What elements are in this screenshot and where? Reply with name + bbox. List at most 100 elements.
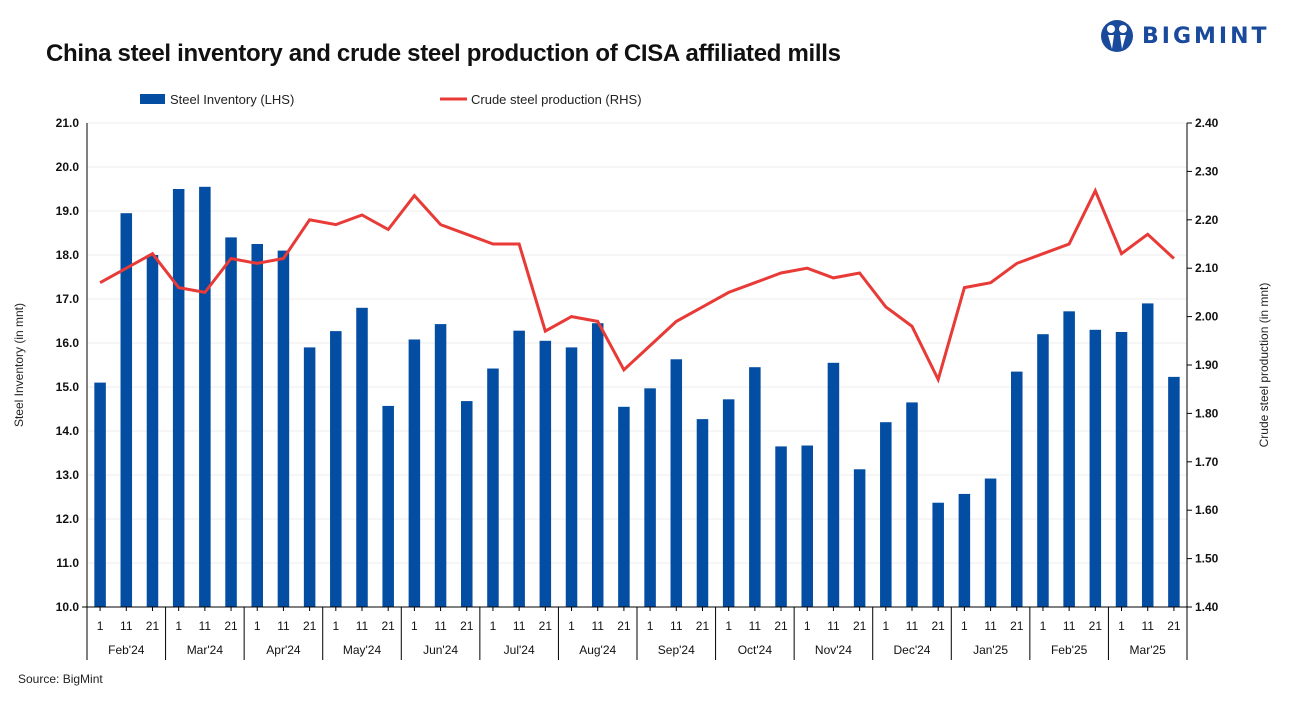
y-tick-label-left: 21.0 bbox=[56, 116, 80, 130]
bar bbox=[120, 213, 133, 607]
source-note: Source: BigMint bbox=[18, 672, 103, 686]
x-tick-label-day: 1 bbox=[961, 619, 968, 633]
y-tick-label-left: 16.0 bbox=[56, 336, 80, 350]
x-tick-label-day: 1 bbox=[1040, 619, 1047, 633]
x-tick-label-day: 11 bbox=[120, 619, 133, 633]
y-tick-label-right: 2.30 bbox=[1195, 164, 1219, 178]
x-tick-label-day: 11 bbox=[591, 619, 604, 633]
x-tick-label-day: 21 bbox=[539, 619, 553, 633]
x-tick-label-month: Jun'24 bbox=[423, 643, 458, 657]
brand-name: BIGMINT bbox=[1142, 23, 1270, 49]
bar bbox=[277, 250, 290, 607]
x-tick-label-day: 21 bbox=[224, 619, 238, 633]
x-tick-label-day: 21 bbox=[617, 619, 631, 633]
x-tick-label-day: 21 bbox=[382, 619, 396, 633]
x-tick-label-day: 21 bbox=[853, 619, 867, 633]
x-tick-label-day: 21 bbox=[774, 619, 788, 633]
x-tick-label-day: 11 bbox=[434, 619, 447, 633]
gridlines bbox=[87, 122, 1187, 564]
bar bbox=[408, 339, 421, 607]
x-tick-label-day: 1 bbox=[1118, 619, 1125, 633]
legend-label-bar: Steel Inventory (LHS) bbox=[170, 92, 294, 107]
bar bbox=[670, 359, 683, 607]
y-tick-label-right: 1.40 bbox=[1195, 600, 1219, 614]
x-tick-label-day: 21 bbox=[696, 619, 710, 633]
x-tick-label-month: May'24 bbox=[343, 643, 382, 657]
bar bbox=[618, 406, 630, 607]
bar bbox=[1063, 311, 1075, 607]
bar bbox=[146, 255, 159, 607]
legend: Steel Inventory (LHS) Crude steel produc… bbox=[140, 92, 642, 107]
x-tick-label-day: 11 bbox=[1141, 619, 1154, 633]
bar bbox=[356, 307, 368, 607]
y-tick-label-left: 15.0 bbox=[56, 380, 80, 394]
bar bbox=[644, 388, 656, 607]
bar bbox=[1011, 371, 1023, 607]
bar bbox=[225, 237, 237, 607]
bar bbox=[330, 331, 342, 607]
x-tick-label-day: 11 bbox=[199, 619, 212, 633]
bar bbox=[958, 493, 971, 607]
x-tick-label-month: Mar'24 bbox=[187, 643, 224, 657]
x-tick-label-month: Feb'25 bbox=[1051, 643, 1088, 657]
bar bbox=[565, 347, 578, 607]
x-tick-label-day: 1 bbox=[411, 619, 418, 633]
x-tick-label-day: 21 bbox=[1089, 619, 1103, 633]
bigmint-logo-icon bbox=[1101, 20, 1133, 52]
bar bbox=[932, 502, 944, 607]
bar bbox=[906, 402, 918, 607]
x-tick-label-day: 1 bbox=[882, 619, 889, 633]
x-tick-label-day: 1 bbox=[647, 619, 654, 633]
y-tick-label-left: 17.0 bbox=[56, 292, 80, 306]
y-tick-label-right: 2.00 bbox=[1195, 310, 1219, 324]
x-tick-label-day: 1 bbox=[725, 619, 732, 633]
x-tick-label-month: Nov'24 bbox=[815, 643, 852, 657]
x-tick-label-month: Mar'25 bbox=[1130, 643, 1167, 657]
x-tick-label-day: 11 bbox=[356, 619, 369, 633]
line-crude-steel-production bbox=[99, 187, 1175, 384]
y-tick-label-right: 2.20 bbox=[1195, 213, 1219, 227]
bar bbox=[1141, 303, 1154, 607]
x-tick-label-day: 11 bbox=[749, 619, 762, 633]
y-tick-label-right: 1.90 bbox=[1195, 358, 1219, 372]
bar bbox=[461, 401, 473, 607]
bar bbox=[722, 399, 735, 607]
bar bbox=[434, 324, 447, 607]
bar bbox=[94, 382, 106, 607]
bar bbox=[696, 419, 709, 607]
legend-swatch-bar bbox=[140, 94, 165, 104]
bar bbox=[1115, 332, 1128, 607]
x-tick-label-day: 21 bbox=[932, 619, 946, 633]
bar bbox=[749, 367, 761, 607]
x-tick-label-day: 1 bbox=[97, 619, 104, 633]
x-tick-label-day: 21 bbox=[460, 619, 474, 633]
x-tick-label-day: 21 bbox=[146, 619, 160, 633]
x-tick-label-month: Apr'24 bbox=[266, 643, 301, 657]
bar bbox=[853, 469, 866, 607]
x-tick-label-day: 1 bbox=[175, 619, 182, 633]
y-tick-label-left: 18.0 bbox=[56, 248, 80, 262]
x-tick-label-month: Dec'24 bbox=[894, 643, 931, 657]
x-tick-label-day: 1 bbox=[332, 619, 339, 633]
bar bbox=[172, 189, 185, 607]
y-axis-title-right: Crude steel production (in mnt) bbox=[1257, 283, 1271, 448]
x-tick-label-day: 11 bbox=[513, 619, 526, 633]
line-series bbox=[99, 187, 1175, 384]
y-tick-label-right: 1.70 bbox=[1195, 455, 1219, 469]
bar bbox=[827, 362, 840, 607]
y-tick-label-left: 20.0 bbox=[56, 160, 80, 174]
y-axis-labels: 10.0 11.0 12.0 13.0 14.0 15.0 16.0 17.0 18.0 19.0… bbox=[56, 116, 1219, 614]
chart-title: China steel inventory and crude steel pr… bbox=[46, 40, 841, 67]
y-axis-title-left: Steel Inventory (in mnt) bbox=[12, 303, 26, 427]
x-tick-label-month: Oct'24 bbox=[738, 643, 773, 657]
x-tick-label-month: Feb'24 bbox=[108, 643, 145, 657]
x-tick-label-month: Aug'24 bbox=[579, 643, 616, 657]
x-tick-label-month: Jan'25 bbox=[973, 643, 1008, 657]
x-tick-label-day: 11 bbox=[1063, 619, 1076, 633]
bar bbox=[1089, 329, 1102, 607]
bar bbox=[801, 445, 813, 607]
bar bbox=[1037, 334, 1049, 607]
bar bbox=[303, 347, 316, 607]
x-tick-label-day: 11 bbox=[906, 619, 919, 633]
